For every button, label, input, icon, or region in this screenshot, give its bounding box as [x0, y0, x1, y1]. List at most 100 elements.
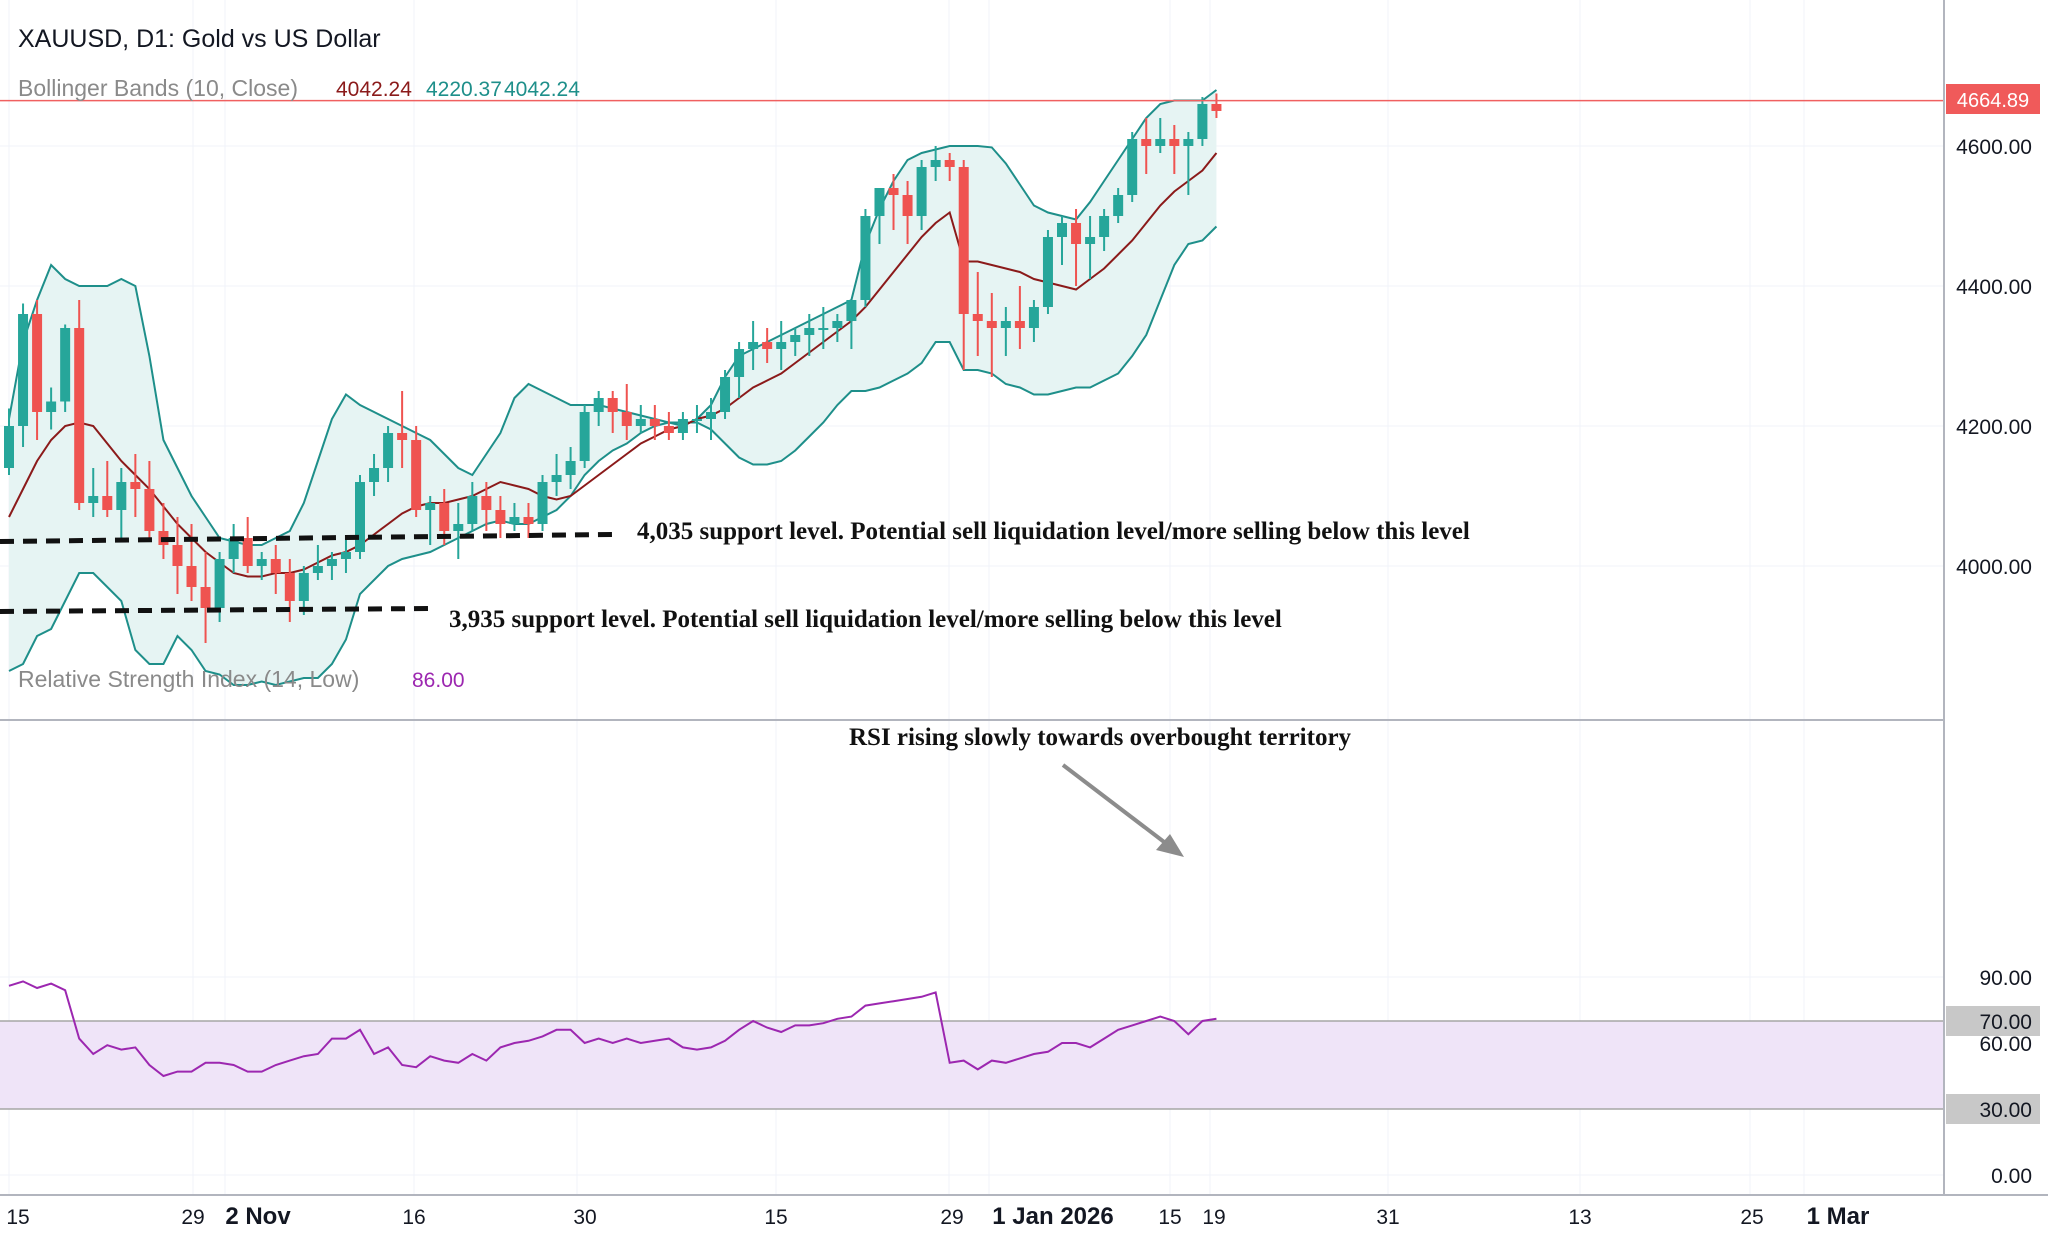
- time-axis[interactable]: 15 29 2 Nov 16 30 15 29 1 Jan 2026 15 19 31 13 25 1 M…: [6, 1203, 1869, 1230]
- candle-body[interactable]: [18, 314, 29, 426]
- candle-body[interactable]: [481, 496, 492, 510]
- current-price-tag: [1946, 84, 2040, 114]
- candle-body[interactable]: [818, 328, 829, 330]
- candlestick-series[interactable]: [4, 93, 1222, 644]
- candle-body[interactable]: [860, 216, 871, 300]
- candle-body[interactable]: [467, 496, 478, 524]
- candle-body[interactable]: [312, 566, 323, 573]
- candle-body[interactable]: [46, 401, 57, 413]
- candle-body[interactable]: [1127, 139, 1138, 195]
- candle-body[interactable]: [523, 517, 534, 524]
- candle-body[interactable]: [1057, 223, 1067, 237]
- bb-indicator-label[interactable]: Bollinger Bands (10, Close): [18, 75, 298, 101]
- candle-body[interactable]: [1000, 321, 1011, 328]
- candle-body[interactable]: [425, 503, 436, 510]
- candle-body[interactable]: [846, 300, 857, 321]
- candle-body[interactable]: [1014, 321, 1025, 328]
- candle-body[interactable]: [874, 188, 885, 216]
- candle-body[interactable]: [200, 587, 211, 608]
- candle-body[interactable]: [691, 419, 702, 421]
- candle-body[interactable]: [1183, 139, 1194, 146]
- candle-body[interactable]: [509, 517, 520, 524]
- candle-body[interactable]: [972, 314, 983, 321]
- candle-body[interactable]: [1155, 139, 1166, 146]
- candle-body[interactable]: [776, 342, 787, 349]
- candle-body[interactable]: [551, 475, 562, 482]
- candle-body[interactable]: [284, 573, 295, 601]
- candle-body[interactable]: [762, 342, 773, 349]
- candle-body[interactable]: [340, 552, 351, 559]
- rsi-tick-label: 90.00: [1979, 967, 2032, 990]
- candle-body[interactable]: [635, 419, 646, 426]
- candle-body[interactable]: [369, 468, 380, 482]
- candle-body[interactable]: [1085, 237, 1096, 244]
- candle-body[interactable]: [663, 426, 674, 433]
- candle-body[interactable]: [411, 440, 422, 510]
- candle-body[interactable]: [88, 496, 99, 503]
- candle-body[interactable]: [1042, 237, 1053, 307]
- candle-body[interactable]: [706, 412, 716, 419]
- candle-body[interactable]: [383, 433, 394, 468]
- candle-body[interactable]: [102, 496, 113, 510]
- candle-body[interactable]: [593, 398, 604, 412]
- candle-body[interactable]: [930, 160, 941, 167]
- candle-body[interactable]: [916, 167, 927, 216]
- candle-body[interactable]: [495, 510, 506, 524]
- time-tick-label: 15: [764, 1206, 787, 1229]
- candle-body[interactable]: [270, 559, 281, 573]
- candle-body[interactable]: [4, 426, 14, 468]
- candle-body[interactable]: [748, 342, 759, 349]
- time-tick-label: 15: [1158, 1206, 1181, 1229]
- candle-body[interactable]: [1141, 139, 1152, 146]
- candle-body[interactable]: [1197, 104, 1208, 139]
- candle-body[interactable]: [944, 160, 955, 167]
- price-axis[interactable]: 4000.00 4200.00 4400.00 4600.00: [1956, 136, 2032, 579]
- candle-body[interactable]: [298, 573, 309, 601]
- candle-body[interactable]: [537, 482, 548, 524]
- candle-body[interactable]: [1169, 139, 1180, 146]
- bb-value-basis: 4042.24: [336, 78, 412, 101]
- candle-body[interactable]: [116, 482, 127, 510]
- candle-body[interactable]: [1071, 223, 1082, 244]
- candle-body[interactable]: [355, 482, 365, 552]
- candle-body[interactable]: [888, 188, 899, 195]
- candle-body[interactable]: [32, 314, 43, 412]
- bollinger-bands: [8, 89, 1218, 687]
- bb-basis-line: [8, 152, 1218, 578]
- candle-body[interactable]: [621, 412, 632, 426]
- candle-body[interactable]: [60, 328, 71, 402]
- candle-body[interactable]: [214, 559, 225, 608]
- candle-body[interactable]: [902, 195, 913, 216]
- candle-body[interactable]: [1028, 307, 1039, 328]
- candle-body[interactable]: [607, 398, 618, 412]
- candle-body[interactable]: [453, 524, 464, 531]
- candle-body[interactable]: [439, 503, 450, 531]
- candle-body[interactable]: [228, 538, 239, 559]
- candle-body[interactable]: [677, 419, 688, 433]
- candle-body[interactable]: [958, 167, 969, 314]
- candle-body[interactable]: [1099, 216, 1110, 237]
- candle-body[interactable]: [649, 419, 660, 426]
- candle-body[interactable]: [326, 559, 337, 566]
- candle-body[interactable]: [1211, 104, 1222, 111]
- candle-body[interactable]: [242, 538, 253, 566]
- candle-body[interactable]: [986, 321, 997, 328]
- candle-body[interactable]: [130, 482, 141, 489]
- candle-body[interactable]: [144, 489, 155, 531]
- candle-body[interactable]: [186, 566, 197, 587]
- candle-body[interactable]: [832, 321, 843, 328]
- candle-body[interactable]: [172, 545, 183, 566]
- candle-body[interactable]: [74, 328, 85, 503]
- candle-body[interactable]: [790, 335, 801, 342]
- candle-body[interactable]: [397, 433, 408, 440]
- rsi-indicator-label[interactable]: Relative Strength Index (14, Low): [18, 666, 359, 692]
- candle-body[interactable]: [1113, 195, 1124, 216]
- candle-body[interactable]: [720, 377, 731, 412]
- candle-body[interactable]: [734, 349, 745, 377]
- time-tick-label: 31: [1376, 1206, 1399, 1229]
- candle-body[interactable]: [565, 461, 576, 475]
- candle-body[interactable]: [579, 412, 590, 461]
- candle-body[interactable]: [256, 559, 267, 566]
- candle-body[interactable]: [804, 328, 815, 335]
